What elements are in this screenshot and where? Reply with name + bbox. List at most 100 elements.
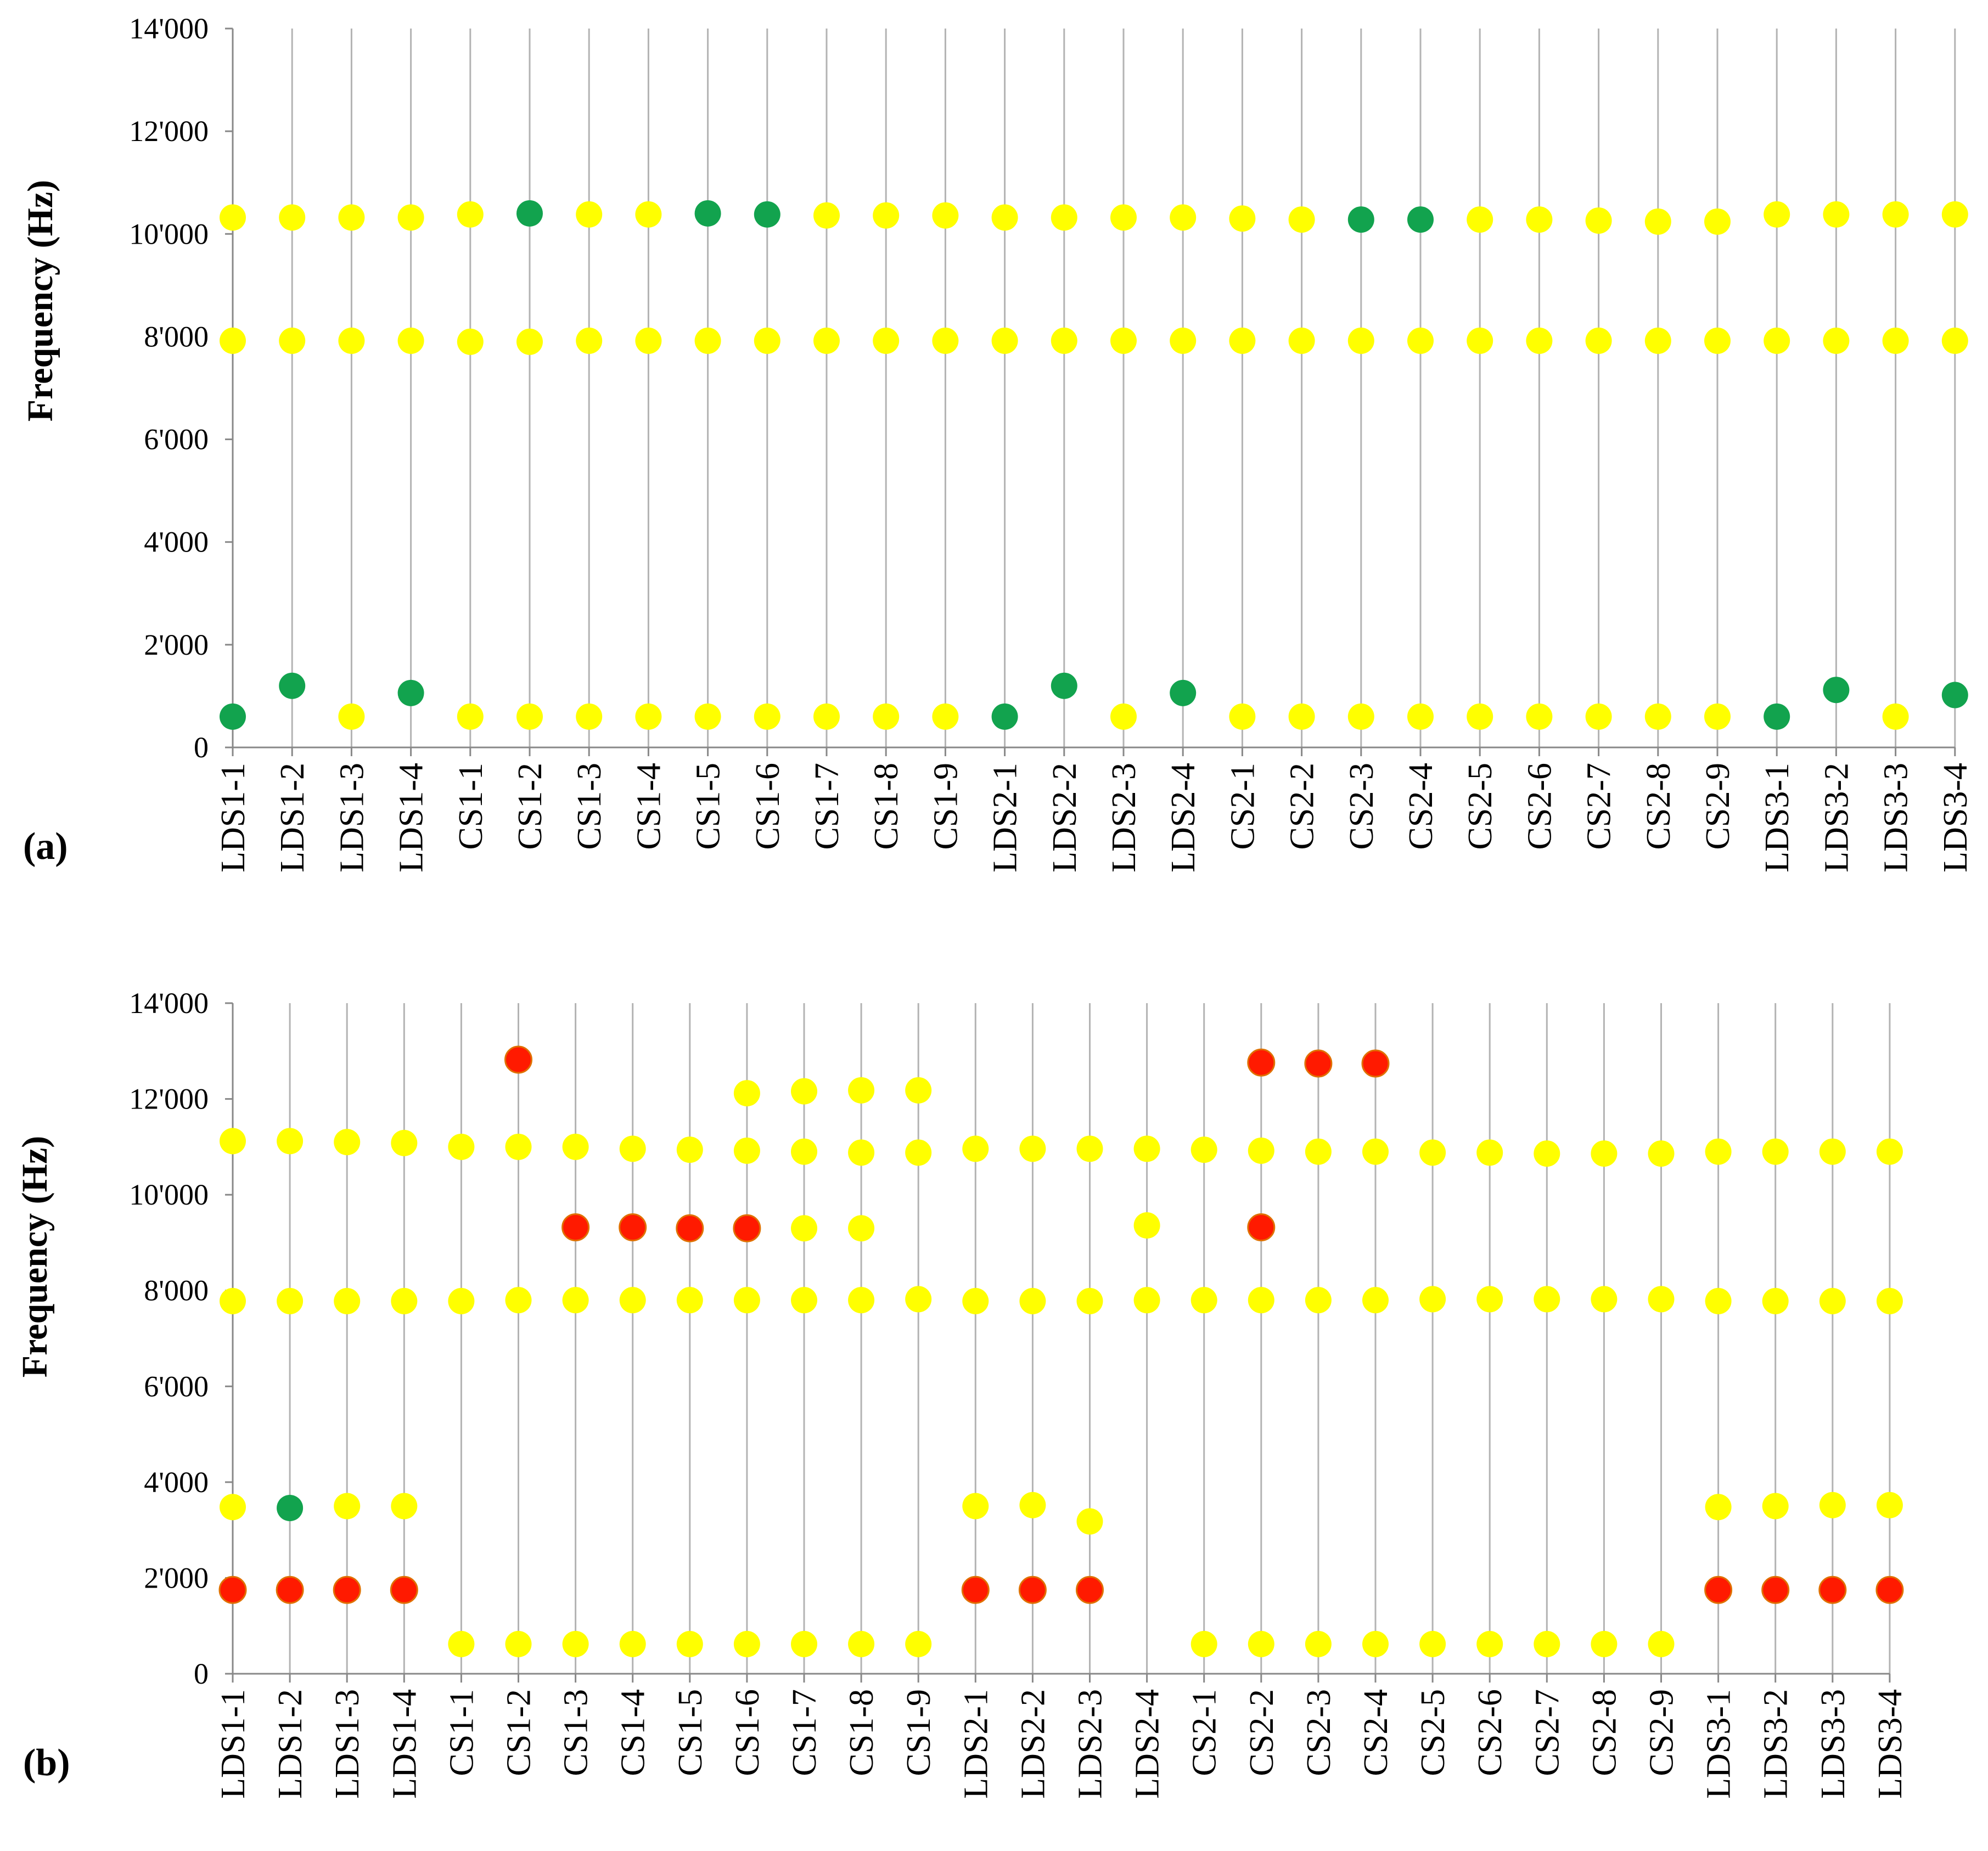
data-point-yellow [1019,1492,1046,1518]
y-tick-label: 14'000 [129,12,209,45]
data-point-yellow [1585,327,1612,354]
x-tick-label: CS2-1 [1224,763,1261,849]
x-tick-label: CS2-4 [1402,763,1440,849]
x-tick-label: LDS3-2 [1757,1689,1795,1799]
data-point-yellow [733,1137,760,1164]
data-point-yellow [1648,1630,1675,1657]
data-point-yellow [1819,1138,1846,1165]
data-point-yellow [962,1287,989,1314]
x-tick-label: CS2-9 [1699,763,1737,849]
data-point-yellow [220,204,246,231]
y-tick-label: 10'000 [129,1178,209,1211]
data-point-red [1818,1576,1847,1604]
data-point-yellow [1467,206,1493,233]
data-point-yellow [619,1135,646,1162]
data-point-yellow [962,1135,989,1162]
data-point-yellow [1823,327,1850,354]
x-tick-label: LDS2-4 [1165,763,1202,873]
x-tick-label: LDS3-3 [1878,763,1915,873]
data-point-yellow [1305,1138,1332,1165]
data-point-yellow [791,1215,817,1242]
data-point-yellow [1288,327,1315,354]
data-point-yellow [397,327,424,354]
x-tick-label: LDS3-4 [1872,1689,1909,1799]
x-tick-label: LDS2-2 [1046,763,1083,873]
x-tick-label: CS1-4 [615,1689,652,1776]
data-point-yellow [1467,327,1493,354]
data-point-yellow [1362,1287,1389,1314]
data-point-yellow [635,201,662,228]
data-point-green [1407,206,1434,233]
x-tick-label: CS2-7 [1529,1689,1566,1776]
data-point-yellow [1305,1630,1332,1657]
data-point-yellow [1362,1630,1389,1657]
data-point-yellow [334,1493,361,1520]
x-tick-label: CS1-6 [729,1689,766,1776]
data-point-yellow [1229,205,1256,232]
data-point-green [694,200,721,227]
y-tick-label: 12'000 [129,115,209,148]
data-point-yellow [1526,703,1553,730]
data-point-yellow [334,1129,361,1156]
data-point-yellow [813,202,840,229]
x-tick-label: CS2-3 [1343,763,1380,849]
x-tick-label: LDS2-3 [1105,763,1143,873]
data-point-green [1823,677,1850,704]
data-point-yellow [391,1287,418,1314]
data-point-yellow [279,327,306,354]
data-point-yellow [1051,204,1077,231]
data-point-yellow [448,1287,475,1314]
x-tick-label: LDS3-3 [1815,1689,1852,1799]
data-point-green [1764,703,1790,730]
data-point-green [277,1494,304,1521]
data-point-yellow [905,1077,932,1104]
data-point-yellow [932,327,959,354]
data-point-yellow [220,327,246,354]
x-tick-label: CS1-5 [672,1689,709,1776]
x-tick-label: CS2-4 [1357,1689,1395,1776]
data-point-yellow [813,327,840,354]
data-point-yellow [1190,1630,1217,1657]
data-point-yellow [635,327,662,354]
x-tick-label: LDS2-3 [1072,1689,1109,1799]
panel-b: 0 2'000 4'000 6'000 8'000 10'000 12'000 14'000 L… [15,987,1909,1799]
data-point-yellow [1170,327,1197,354]
data-point-yellow [1407,703,1434,730]
y-tick-label: 2'000 [144,628,209,661]
x-tick-label: LDS2-1 [957,1689,995,1799]
x-tick-label: LDS1-2 [274,763,311,873]
data-point-yellow [1476,1139,1503,1166]
data-point-yellow [457,201,484,228]
data-point-yellow [754,327,780,354]
y-tick-label: 6'000 [144,423,209,456]
data-point-yellow [1248,1630,1274,1657]
x-tick-label: LDS3-1 [1759,763,1796,873]
data-point-yellow [220,1128,246,1155]
data-point-yellow [1347,327,1374,354]
data-point-yellow [1110,327,1137,354]
data-point-green [754,201,780,228]
data-point-yellow [848,1287,875,1314]
data-point-yellow [1648,1286,1675,1313]
data-point-yellow [1882,327,1909,354]
data-point-red [504,1045,532,1074]
x-tick-label: CS2-9 [1643,1689,1681,1776]
data-point-yellow [516,328,543,355]
data-point-yellow [733,1080,760,1107]
data-point-yellow [1347,703,1374,730]
data-point-yellow [1288,703,1315,730]
data-point-yellow [1110,703,1137,730]
y-tick-label: 0 [194,1657,209,1690]
data-point-yellow [1591,1286,1618,1313]
data-point-yellow [1170,204,1197,231]
data-point-red [1247,1048,1276,1077]
data-point-green [1170,679,1197,706]
data-point-yellow [635,703,662,730]
data-point-red [1875,1576,1904,1604]
data-point-yellow [754,703,780,730]
x-tick-label: LDS2-2 [1014,1689,1052,1799]
data-point-yellow [791,1138,817,1165]
y-tick-label: 10'000 [129,217,209,250]
x-tick-label: LDS1-3 [333,763,370,873]
data-point-yellow [1467,703,1493,730]
